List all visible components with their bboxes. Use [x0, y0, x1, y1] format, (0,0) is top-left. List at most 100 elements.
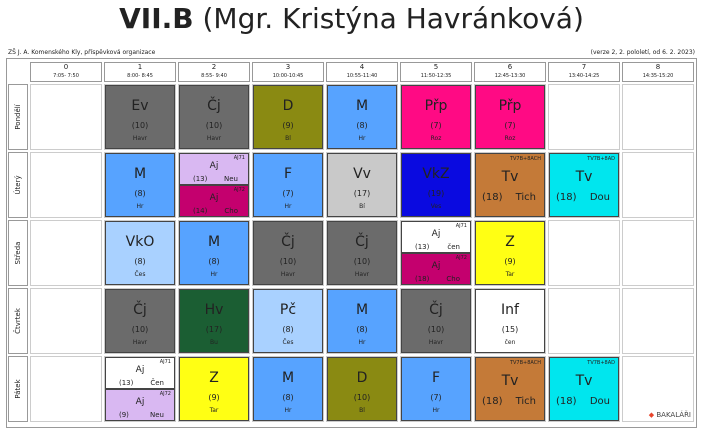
- period-number: 4: [359, 63, 365, 71]
- slot: [622, 84, 694, 150]
- slot: [252, 220, 324, 286]
- slot: [178, 152, 250, 218]
- lesson: VkO (8) Čes: [105, 221, 175, 285]
- day-label: Pondělí: [8, 84, 28, 150]
- slot: [252, 152, 324, 218]
- period-number: 5: [433, 63, 439, 71]
- lesson: Přp (7) Roz: [475, 85, 545, 149]
- slot: [400, 152, 472, 218]
- teacher: Roz: [430, 135, 442, 142]
- room: (19): [427, 189, 445, 198]
- teacher: Čes: [134, 271, 146, 278]
- period-time: 12:45-13:30: [494, 73, 526, 79]
- period-time: 10:00-10:45: [272, 73, 304, 79]
- group: TV7B+8AD: [587, 360, 615, 366]
- day-label: Středa: [8, 220, 28, 286]
- room: (13): [119, 379, 134, 387]
- teacher-name: (Mgr. Kristýna Havránková): [202, 2, 584, 35]
- slot: [104, 84, 176, 150]
- room: (9): [119, 411, 129, 419]
- teacher: Havr: [132, 135, 148, 142]
- teacher: Dou: [589, 192, 610, 203]
- teacher: Hr: [284, 407, 292, 414]
- room: (8): [356, 121, 368, 130]
- period-number: 8: [655, 63, 661, 71]
- subject: Aj: [431, 229, 441, 239]
- room: (8): [134, 189, 146, 198]
- teacher: Roz: [504, 135, 516, 142]
- logo-text: BAKALÁŘI: [656, 411, 691, 419]
- period-number: 3: [285, 63, 291, 71]
- subject: D: [282, 98, 294, 114]
- slot: [104, 288, 176, 354]
- subject: Čj: [133, 302, 147, 318]
- slot: [326, 220, 398, 286]
- teacher: Havr: [132, 339, 148, 346]
- subject: Aj: [209, 161, 219, 171]
- slot: [474, 356, 546, 422]
- period-time: 10:55-11:40: [346, 73, 378, 79]
- subject: M: [207, 234, 221, 250]
- school-name: ZŠ J. A. Komenského Kly, příspěvková org…: [8, 49, 156, 56]
- room: (10): [353, 393, 371, 402]
- slot: [622, 220, 694, 286]
- lesson: M (8) Hr: [327, 289, 397, 353]
- period-header: 4 10:55-11:40: [326, 62, 398, 82]
- room: (14): [193, 207, 208, 215]
- lesson-part: AJ72 Aj (14) Cho: [179, 185, 249, 217]
- teacher: Tar: [209, 407, 219, 414]
- slot: [474, 152, 546, 218]
- slot: [178, 356, 250, 422]
- period-header: 2 8:55- 9:40: [178, 62, 250, 82]
- slot: [474, 288, 546, 354]
- slot: [474, 220, 546, 286]
- subject: M: [355, 302, 369, 318]
- teacher: Hr: [136, 203, 144, 210]
- lesson: Z (9) Tar: [475, 221, 545, 285]
- group: TV7B+8ACH: [509, 156, 541, 162]
- lesson: Čj (10) Havr: [179, 85, 249, 149]
- room: (18): [415, 275, 430, 283]
- teacher: Čen: [150, 379, 164, 387]
- room: (10): [131, 325, 149, 334]
- teacher: Havr: [280, 271, 296, 278]
- room: (7): [282, 189, 294, 198]
- slot: [548, 288, 620, 354]
- slot: [178, 84, 250, 150]
- subject: Tv: [575, 169, 593, 185]
- period-header: 7 13:40-14:25: [548, 62, 620, 82]
- teacher: čen: [447, 243, 460, 251]
- period-number: 7: [581, 63, 587, 71]
- subject: D: [356, 370, 368, 386]
- slot: [548, 356, 620, 422]
- subject: Z: [209, 370, 219, 386]
- lesson: M (8) Hr: [253, 357, 323, 421]
- period-time: 14:35-15:20: [642, 73, 674, 79]
- slot: [252, 356, 324, 422]
- lesson: TV7B+8AD Tv (18) Dou: [549, 153, 619, 217]
- slot: [548, 84, 620, 150]
- subject: Z: [505, 234, 515, 250]
- subject: Inf: [501, 302, 519, 318]
- subject: VkO: [125, 234, 155, 250]
- room: (10): [205, 121, 223, 130]
- room: (8): [282, 393, 294, 402]
- lesson: Čj (10) Havr: [401, 289, 471, 353]
- subject: Hv: [204, 302, 224, 318]
- subject: Čj: [281, 234, 295, 250]
- group: TV7B+8AD: [587, 156, 615, 162]
- lesson: Hv (17) Bu: [179, 289, 249, 353]
- room: (7): [430, 121, 442, 130]
- subject: Čj: [207, 98, 221, 114]
- lesson: Vv (17) Bí: [327, 153, 397, 217]
- period-header: 1 8:00- 8:45: [104, 62, 176, 82]
- lesson: F (7) Hr: [253, 153, 323, 217]
- slot: [252, 288, 324, 354]
- subject: Aj: [135, 365, 145, 375]
- room: (15): [501, 325, 519, 334]
- day-label: Úterý: [8, 152, 28, 218]
- teacher: Cho: [446, 275, 460, 283]
- lesson: F (7) Hr: [401, 357, 471, 421]
- grid-frame: [6, 58, 697, 428]
- teacher: Bu: [210, 339, 218, 346]
